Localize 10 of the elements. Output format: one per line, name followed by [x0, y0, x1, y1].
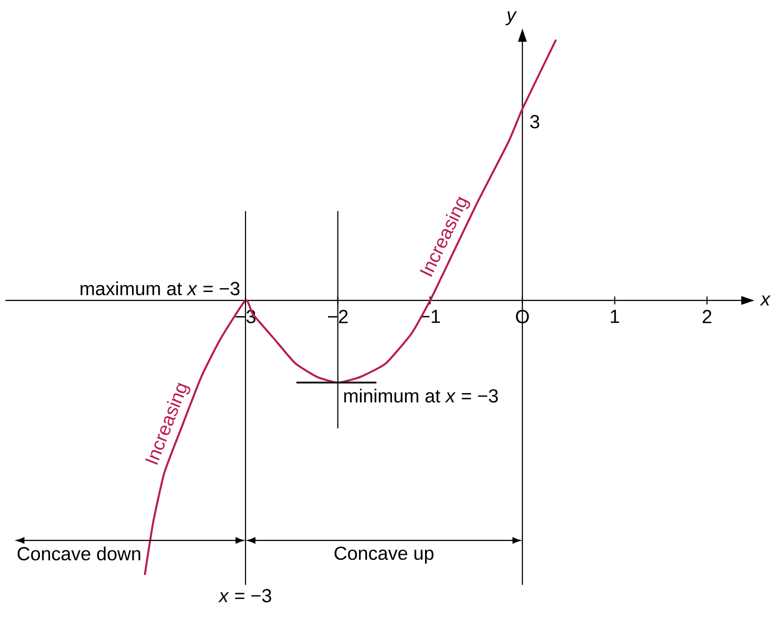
annotation: Concave up [334, 546, 434, 564]
x-tick-label: 2 [702, 310, 712, 324]
y-axis-title: y [505, 12, 517, 26]
annotation: 3 [530, 115, 540, 129]
annotation: Concave down [18, 546, 140, 561]
ref-line-label: x = −3 [218, 589, 272, 603]
x-tick-label: 1 [610, 310, 620, 324]
annotation: minimum at x = −3 [344, 388, 498, 403]
x-axis-title: x [760, 296, 771, 306]
annotation: maximum at x = −3 [80, 282, 240, 296]
